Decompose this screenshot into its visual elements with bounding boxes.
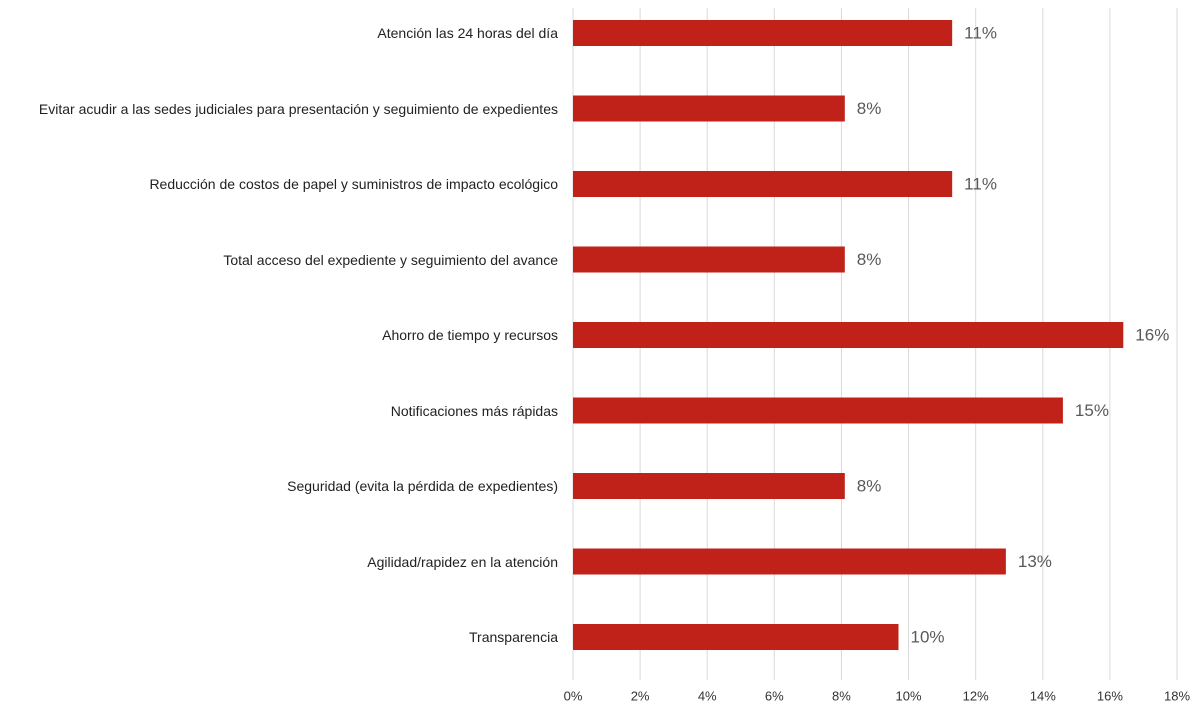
category-label: Notificaciones más rápidas <box>390 402 558 419</box>
category-label: Total acceso del expediente y seguimient… <box>223 251 558 268</box>
category-label: Atención las 24 horas del día <box>377 25 558 41</box>
data-label: 15% <box>1075 401 1109 420</box>
category-label: Seguridad (evita la pérdida de expedient… <box>287 478 558 494</box>
data-label: 8% <box>857 476 882 495</box>
bar <box>573 322 1124 348</box>
bar <box>573 397 1063 424</box>
category-label: Agilidad/rapidez en la atención <box>367 553 558 570</box>
x-tick-label: 10% <box>896 688 922 703</box>
bar <box>573 473 845 499</box>
bar <box>573 20 953 46</box>
data-label: 11% <box>964 174 997 193</box>
data-label: 8% <box>857 250 882 269</box>
data-label: 10% <box>910 627 944 646</box>
x-tick-label: 14% <box>1030 688 1056 703</box>
category-label: Evitar acudir a las sedes judiciales par… <box>38 100 558 117</box>
x-tick-label: 12% <box>963 688 989 703</box>
bar <box>573 246 845 273</box>
data-label: 13% <box>1018 552 1052 571</box>
bar <box>573 95 845 122</box>
data-label: 11% <box>964 23 997 42</box>
bar <box>573 548 1006 575</box>
x-tick-label: 0% <box>564 688 583 703</box>
category-label: Ahorro de tiempo y recursos <box>382 327 558 343</box>
x-tick-label: 4% <box>698 688 717 703</box>
x-tick-label: 18% <box>1164 688 1190 703</box>
bar <box>573 624 899 650</box>
category-label: Reducción de costos de papel y suministr… <box>149 176 558 192</box>
x-tick-label: 6% <box>765 688 784 703</box>
category-label: Transparencia <box>469 629 558 645</box>
x-tick-label: 8% <box>832 688 851 703</box>
x-tick-label: 2% <box>631 688 650 703</box>
x-tick-label: 16% <box>1097 688 1123 703</box>
data-label: 8% <box>857 99 882 118</box>
bar <box>573 171 953 197</box>
data-label: 16% <box>1135 325 1169 344</box>
